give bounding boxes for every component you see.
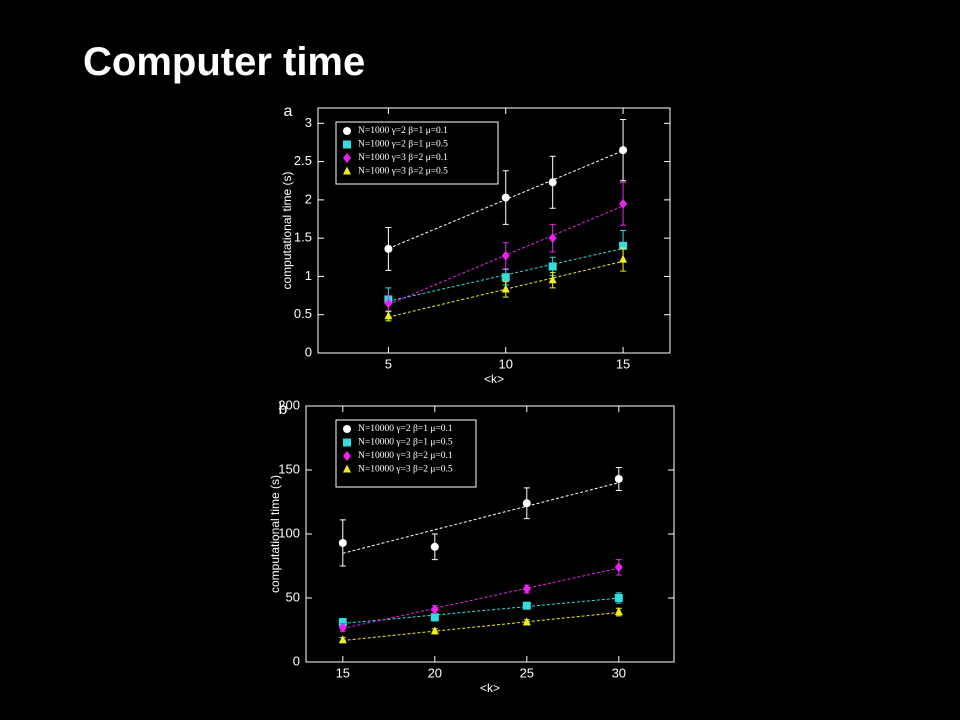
point (548, 233, 557, 244)
point (384, 244, 393, 253)
point (548, 262, 557, 271)
legend-marker (343, 464, 351, 473)
legend-label: N=10000 γ=3 β=2 μ=0.1 (358, 451, 453, 461)
point (338, 635, 347, 644)
legend-label: N=10000 γ=3 β=2 μ=0.5 (358, 465, 453, 475)
legend-label: N=1000 γ=2 β=1 μ=0.5 (358, 140, 448, 150)
fit-line (342, 597, 619, 624)
point (430, 542, 439, 551)
point (522, 499, 531, 508)
point (619, 241, 628, 250)
point (338, 622, 347, 633)
legend-label: N=1000 γ=2 β=1 μ=0.1 (358, 126, 448, 136)
point (619, 254, 628, 263)
y-tick-label: 3 (305, 115, 312, 130)
y-axis-label: computational time (s) (280, 171, 294, 289)
fit-line (342, 611, 619, 641)
point (338, 538, 347, 547)
point (430, 626, 439, 635)
fit-line (342, 482, 619, 554)
y-tick-label: 1 (305, 268, 312, 283)
x-tick-label: 5 (385, 356, 392, 371)
point (548, 275, 557, 284)
x-axis-label: <k> (480, 681, 500, 695)
point (614, 594, 623, 602)
legend-label: N=10000 γ=2 β=1 μ=0.5 (358, 438, 453, 448)
legend-marker (343, 127, 351, 135)
y-tick-label: 0.5 (294, 306, 312, 321)
y-tick-label: 0 (293, 653, 300, 668)
point (501, 193, 510, 202)
point (619, 146, 628, 155)
point (430, 613, 439, 622)
point (384, 298, 393, 309)
point (522, 601, 531, 610)
legend-label: N=10000 γ=2 β=1 μ=0.1 (358, 424, 453, 434)
x-tick-label: 20 (428, 665, 442, 680)
y-tick-label: 1.5 (294, 230, 312, 245)
y-tick-label: 2.5 (294, 153, 312, 168)
x-tick-label: 30 (612, 665, 626, 680)
legend-box (335, 419, 477, 488)
point (501, 250, 510, 261)
legend-marker (343, 153, 351, 163)
legend-marker (343, 140, 351, 149)
x-axis-label: <k> (484, 372, 504, 386)
legend-label: N=1000 γ=3 β=2 μ=0.5 (358, 167, 448, 177)
plot-frame (317, 107, 671, 354)
point (384, 311, 393, 320)
y-tick-label: 150 (278, 461, 300, 476)
legend-box (335, 121, 499, 185)
fit-line (342, 567, 619, 629)
legend-marker (343, 425, 351, 433)
point (619, 198, 628, 209)
legend-marker (343, 438, 351, 447)
slide-title: Computer time (83, 40, 366, 84)
y-tick-label: 200 (278, 397, 300, 412)
panel-label: a (284, 103, 293, 120)
legend-marker (343, 451, 351, 461)
legend-label: N=1000 γ=3 β=2 μ=0.1 (358, 153, 448, 163)
point (501, 284, 510, 293)
x-tick-label: 10 (498, 356, 512, 371)
y-tick-label: 50 (286, 589, 300, 604)
point (614, 474, 623, 483)
legend-marker (343, 166, 351, 175)
panel-label: b (279, 401, 288, 418)
y-tick-label: 2 (305, 191, 312, 206)
point (338, 618, 347, 627)
point (501, 273, 510, 282)
y-tick-label: 0 (305, 344, 312, 359)
point (614, 562, 623, 573)
x-tick-label: 15 (616, 356, 630, 371)
point (522, 617, 531, 626)
x-tick-label: 15 (336, 665, 350, 680)
y-tick-label: 100 (278, 525, 300, 540)
point (522, 584, 531, 595)
point (548, 178, 557, 187)
point (614, 607, 623, 616)
y-axis-label: computational time (s) (268, 475, 282, 593)
x-tick-label: 25 (520, 665, 534, 680)
point (430, 604, 439, 615)
